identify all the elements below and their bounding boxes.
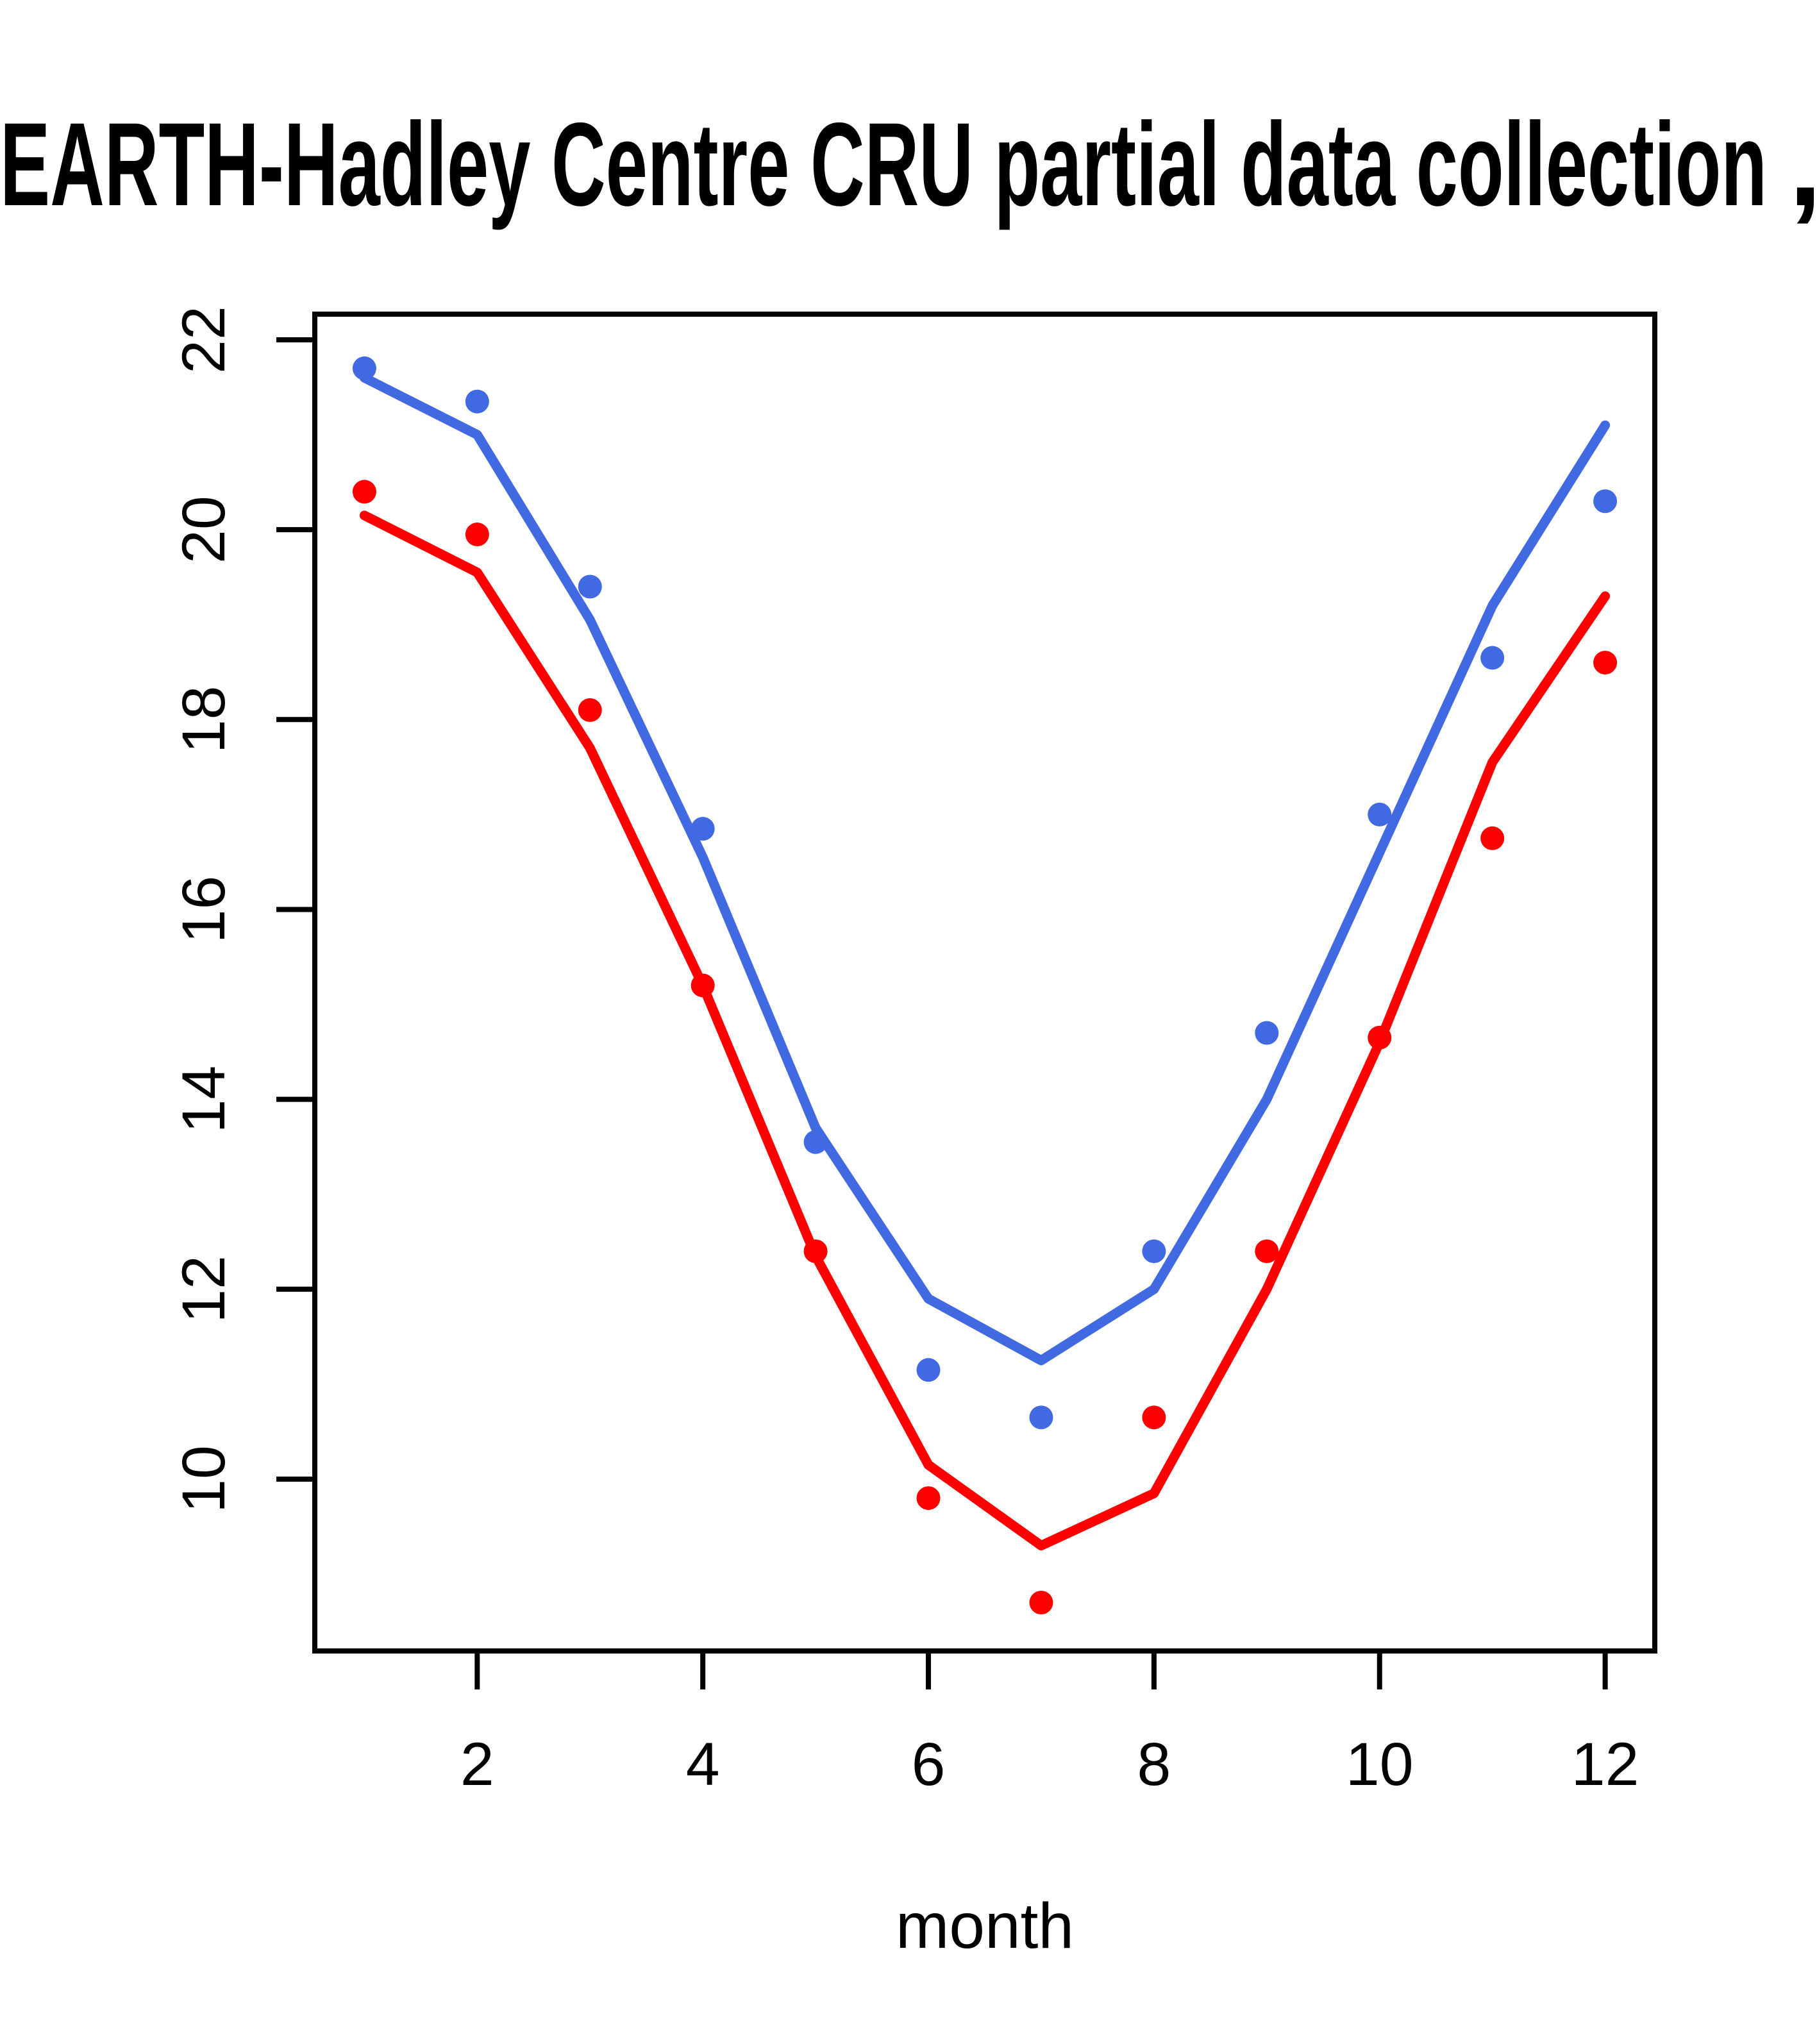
red-point (691, 973, 715, 998)
blue-line (359, 373, 1611, 1366)
plot-box (312, 312, 1657, 1654)
y-tick-label: 12 (170, 1255, 238, 1323)
y-tick-label: 16 (170, 876, 238, 944)
y-tick-label: 10 (170, 1445, 238, 1513)
blue-point (1255, 1021, 1279, 1045)
blue-point (465, 389, 489, 414)
blue-point (1593, 489, 1618, 514)
blue-point (1029, 1405, 1053, 1430)
red-point (352, 480, 376, 504)
blue-point (1142, 1239, 1166, 1264)
red-point (1368, 1025, 1392, 1050)
blue-point (803, 1130, 828, 1154)
axis-tick-labels: 2 4 6 8 10 12 10 12 14 16 18 20 22 (170, 306, 1639, 1798)
red-point (916, 1486, 941, 1511)
red-point (803, 1239, 828, 1264)
x-tick-label: 12 (1571, 1730, 1639, 1798)
blue-point (1480, 646, 1505, 670)
y-tick-label: 20 (170, 496, 238, 564)
y-tick-label: 22 (170, 306, 238, 374)
blue-point (691, 817, 715, 841)
data-series (352, 356, 1618, 1614)
blue-point (578, 574, 602, 599)
blue-point (916, 1358, 941, 1382)
chart-title-clipped-comma: , (1789, 99, 1817, 231)
red-point (1593, 650, 1618, 674)
blue-point (352, 356, 376, 380)
x-tick-label: 2 (460, 1730, 494, 1798)
red-point (1255, 1239, 1279, 1264)
x-tick-label: 4 (686, 1730, 720, 1798)
x-axis-title: month (896, 1890, 1074, 1962)
blue-point (1368, 802, 1392, 826)
x-tick-label: 10 (1346, 1730, 1414, 1798)
axis-ticks (276, 337, 1608, 1689)
red-point (1480, 826, 1505, 850)
red-point (578, 698, 602, 723)
y-tick-label: 14 (170, 1066, 238, 1134)
chart-title: EARTH-Hadley Centre CRU partial data col… (0, 99, 1767, 231)
red-point (1029, 1590, 1053, 1614)
red-point (465, 523, 489, 547)
red-line (359, 510, 1611, 1551)
y-tick-label: 18 (170, 685, 238, 753)
x-tick-label: 6 (912, 1730, 946, 1798)
red-point (1142, 1405, 1166, 1430)
x-tick-label: 8 (1137, 1730, 1171, 1798)
